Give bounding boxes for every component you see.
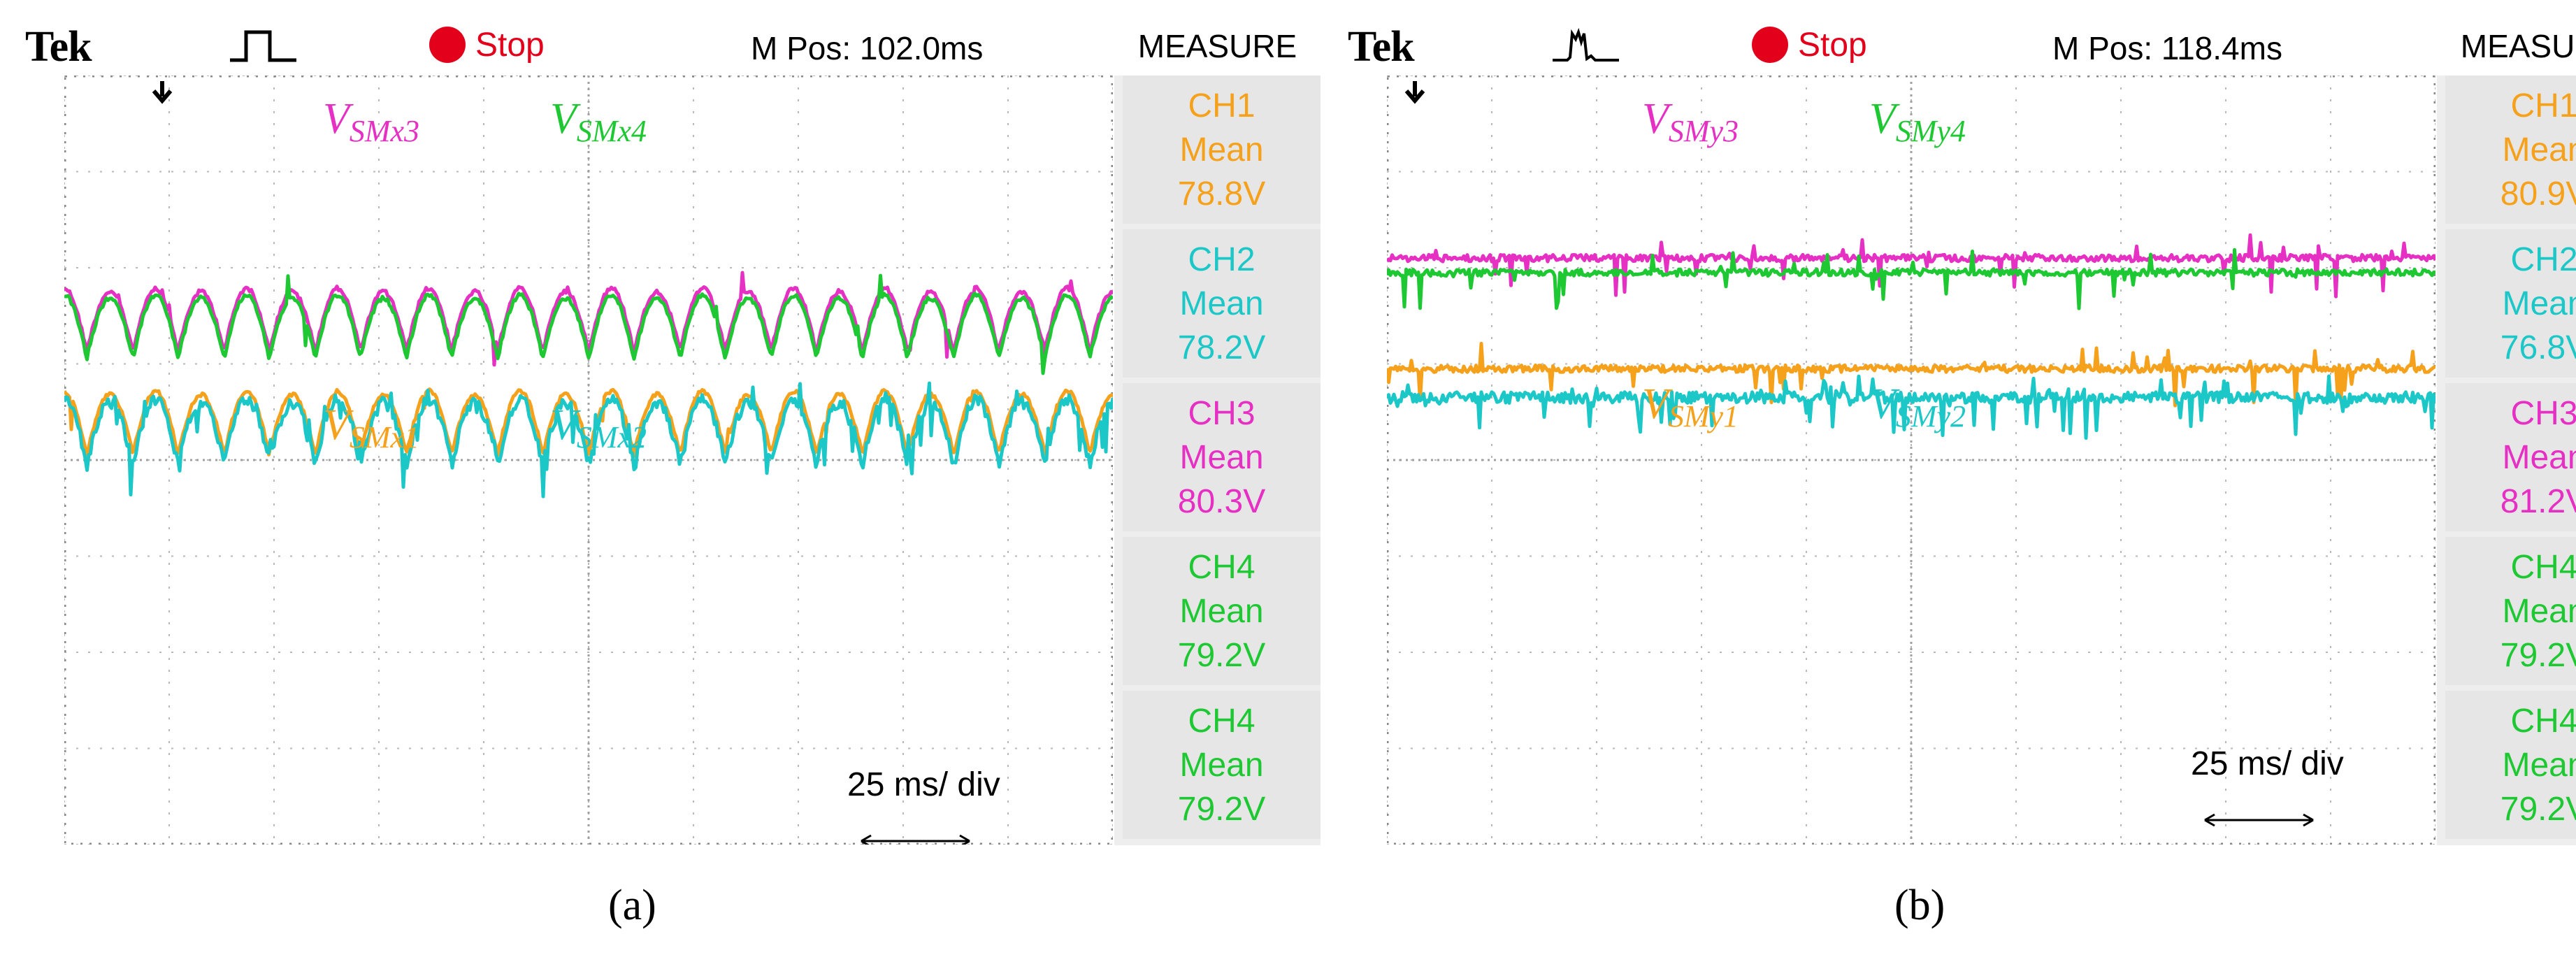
- trace-smx1: [64, 387, 1113, 458]
- trace-label: VSMy4: [1869, 95, 1966, 148]
- stop-icon: [1752, 27, 1788, 63]
- measurement-value: 79.2V: [1177, 791, 1266, 828]
- run-status: Stop: [1752, 24, 1867, 66]
- brand-logo: Tek: [25, 23, 92, 71]
- measurement-ch4-second: CH4 Mean 79.2V: [1123, 691, 1321, 839]
- measurement-stat: Mean: [1179, 285, 1264, 322]
- measurement-value: 79.2V: [2500, 791, 2576, 828]
- measurement-channel: CH4: [1188, 703, 1255, 740]
- measurement-stat: Mean: [1179, 747, 1264, 784]
- trigger-position-arrow: [152, 81, 173, 104]
- measure-title: MEASURE: [2437, 17, 2576, 76]
- timebase-double-arrow: [861, 834, 970, 845]
- brand-logo: Tek: [1348, 23, 1415, 71]
- trace-label: VSMy1: [1642, 380, 1739, 433]
- measurement-value: 76.8V: [2500, 329, 2576, 366]
- measurement-ch4: CH4 Mean 79.2V: [2445, 537, 2576, 685]
- trace-label: VSMx4: [550, 95, 647, 148]
- measurement-stat: Mean: [1179, 439, 1264, 476]
- measurement-value: 79.2V: [1177, 637, 1266, 674]
- measurement-ch2: CH2 Mean 76.8V: [2445, 229, 2576, 378]
- trigger-pulse-icon: [230, 30, 296, 62]
- measurement-ch3: CH3 Mean 81.2V: [2445, 383, 2576, 531]
- measurement-value: 80.3V: [1177, 483, 1266, 520]
- trace-smx2: [64, 381, 1113, 498]
- waveform-display-b: VSMy3VSMy4VSMy1VSMy23▸2▸25 ms/ div: [1387, 76, 2435, 845]
- trace-label: VSMx1: [323, 401, 419, 454]
- measurement-ch4-second: CH4 Mean 79.2V: [2445, 691, 2576, 839]
- measurement-channel: CH2: [2510, 241, 2576, 278]
- measurement-ch1: CH1 Mean 78.8V: [1123, 76, 1321, 224]
- measurement-ch4: CH4 Mean 79.2V: [1123, 537, 1321, 685]
- scope-panel-a: Tek Stop M Pos: 102.0ms VSMx3 VSMx4 VSMx1 V…: [24, 17, 1321, 849]
- trace-smy3: [1387, 233, 2435, 299]
- measurement-value: 79.2V: [2500, 637, 2576, 674]
- trigger-glitch-icon: [1553, 27, 1619, 62]
- measurement-channel: CH4: [1188, 549, 1255, 586]
- trace-label: VSMy2: [1869, 380, 1966, 433]
- run-state-label: Stop: [1798, 26, 1867, 64]
- subfigure-label-a: (a): [608, 882, 656, 929]
- graticule-border: [1387, 76, 2435, 845]
- measurement-channel: CH1: [2510, 87, 2576, 124]
- measurement-value: 78.8V: [1177, 175, 1266, 213]
- scope-panel-b: Tek Stop M Pos: 118.4ms VSMy3 VSMy4 VSMy1 V…: [1346, 17, 2576, 849]
- measure-title: MEASURE: [1114, 17, 1321, 76]
- measurement-channel: CH4: [2510, 703, 2576, 740]
- measurement-stat: Mean: [1179, 593, 1264, 630]
- timebase-label: 25 ms/ div: [2191, 745, 2344, 782]
- measurement-channel: CH1: [1188, 87, 1255, 124]
- trace-smx3: [64, 271, 1113, 367]
- trace-label: VSMx2: [550, 401, 647, 454]
- trace-smx4: [64, 273, 1113, 375]
- stop-icon: [429, 27, 466, 63]
- measurement-stat: Mean: [2502, 285, 2576, 322]
- run-state-label: Stop: [475, 26, 545, 64]
- measurement-ch3: CH3 Mean 80.3V: [1123, 383, 1321, 531]
- measurement-stat: Mean: [1179, 131, 1264, 168]
- trace-smy2: [1387, 374, 2435, 440]
- run-status: Stop: [429, 24, 545, 66]
- measurement-ch1: CH1 Mean 80.9V: [2445, 76, 2576, 224]
- measurement-channel: CH3: [1188, 395, 1255, 432]
- subfigure-label-b: (b): [1894, 882, 1945, 929]
- measurement-channel: CH3: [2510, 395, 2576, 432]
- trace-smy4: [1387, 247, 2435, 310]
- graticule-grid: [1387, 76, 2435, 845]
- measurement-stat: Mean: [2502, 439, 2576, 476]
- trace-label: VSMy3: [1642, 95, 1739, 148]
- measurement-ch2: CH2 Mean 78.2V: [1123, 229, 1321, 378]
- scope-status-bar: Tek Stop M Pos: 102.0ms: [24, 17, 1107, 76]
- trace-label: VSMx3: [323, 95, 419, 148]
- measurement-channel: CH4: [2510, 549, 2576, 586]
- horizontal-position: M Pos: 118.4ms: [2052, 30, 2282, 66]
- measurement-stat: Mean: [2502, 131, 2576, 168]
- measurement-channel: CH2: [1188, 241, 1255, 278]
- measurement-stat: Mean: [2502, 747, 2576, 784]
- measurement-value: 80.9V: [2500, 175, 2576, 213]
- trace-smy1: [1387, 341, 2435, 408]
- horizontal-position: M Pos: 102.0ms: [751, 30, 984, 66]
- measure-panel: MEASURE CH1 Mean 80.9V CH2 Mean 76.8V CH…: [2437, 17, 2576, 845]
- trigger-position-arrow: [1404, 81, 1425, 104]
- waveform-display-a: VSMx3VSMx4VSMx1VSMx23▸2▸25 ms/ div: [64, 76, 1113, 845]
- measurement-value: 81.2V: [2500, 483, 2576, 520]
- measurement-stat: Mean: [2502, 593, 2576, 630]
- measure-panel: MEASURE CH1 Mean 78.8V CH2 Mean 78.2V CH…: [1114, 17, 1321, 845]
- graticule-border: [64, 76, 1113, 845]
- measurement-value: 78.2V: [1177, 329, 1266, 366]
- timebase-label: 25 ms/ div: [847, 766, 1000, 803]
- scope-status-bar: Tek Stop M Pos: 118.4ms: [1346, 17, 2430, 76]
- timebase-double-arrow: [2204, 813, 2314, 827]
